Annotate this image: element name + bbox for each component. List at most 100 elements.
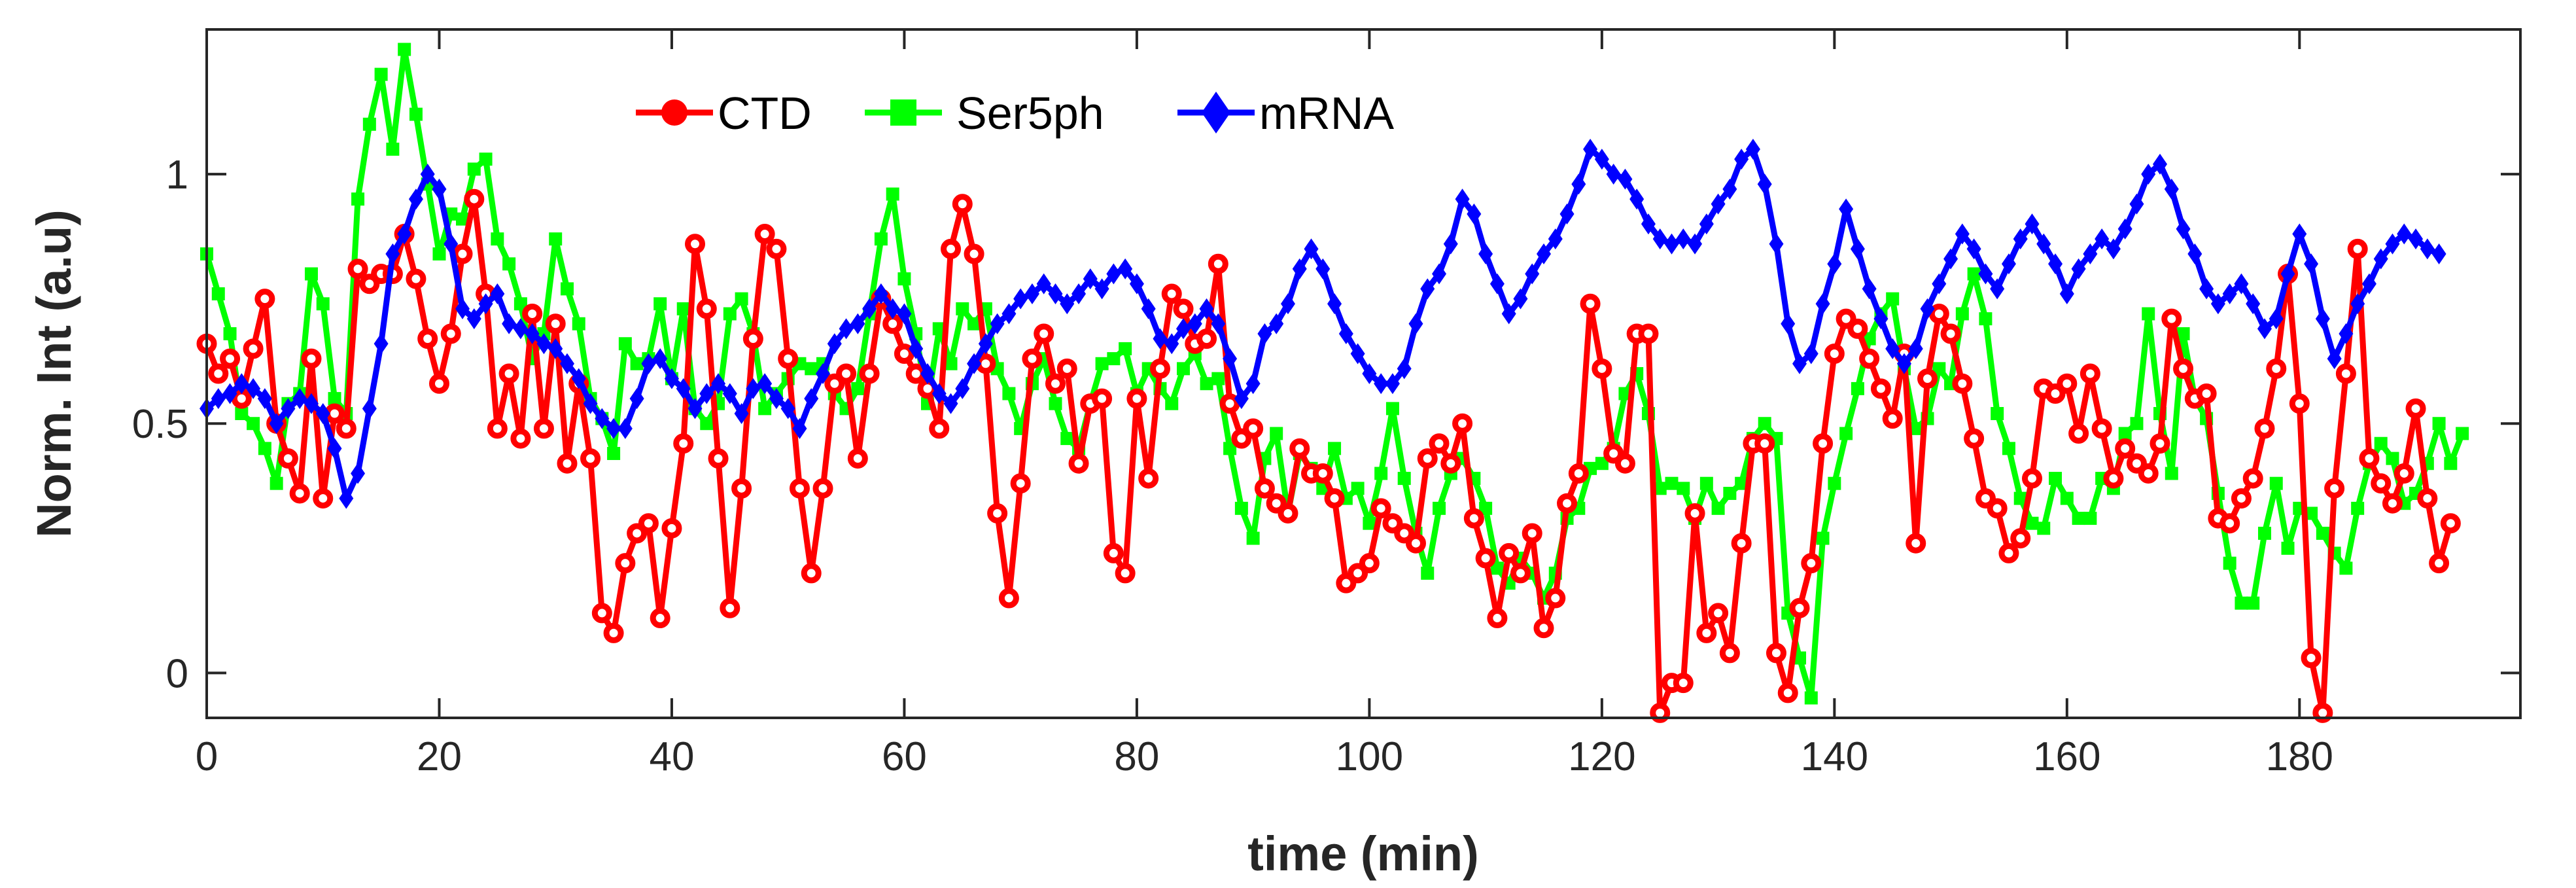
data-point-ser5ph bbox=[386, 142, 400, 156]
legend-label-ser5ph: Ser5ph bbox=[956, 88, 1104, 139]
data-point-mrna bbox=[2153, 153, 2168, 175]
data-point-mrna bbox=[1932, 273, 1947, 294]
data-point-ctd bbox=[603, 622, 624, 643]
data-point-mrna bbox=[408, 188, 423, 210]
data-point-mrna bbox=[327, 438, 342, 459]
data-point-mrna bbox=[502, 313, 517, 334]
data-point-ctd bbox=[487, 418, 508, 439]
data-point-mrna bbox=[2036, 233, 2051, 255]
x-tick-label: 100 bbox=[1336, 734, 1403, 779]
data-point-mrna bbox=[1478, 243, 1493, 265]
data-point-ctd bbox=[1673, 673, 1694, 694]
data-point-mrna bbox=[1873, 308, 1888, 330]
data-point-ser5ph bbox=[2118, 427, 2132, 440]
data-point-ctd bbox=[2231, 488, 2252, 509]
data-point-mrna bbox=[990, 313, 1005, 334]
data-point-mrna bbox=[2083, 243, 2098, 265]
data-point-ser5ph bbox=[1490, 561, 1504, 575]
data-point-mrna bbox=[792, 417, 807, 439]
data-point-mrna bbox=[1327, 293, 1342, 315]
data-point-ctd bbox=[1010, 473, 1031, 494]
data-point-ctd bbox=[1405, 533, 1426, 554]
data-point-mrna bbox=[1408, 313, 1423, 334]
data-point-mrna bbox=[1036, 273, 1051, 294]
data-point-mrna bbox=[2048, 253, 2063, 275]
data-point-ctd bbox=[2440, 513, 2461, 534]
data-point-mrna bbox=[2409, 228, 2424, 250]
data-point-ctd bbox=[2010, 528, 2031, 549]
data-point-ctd bbox=[359, 274, 380, 294]
data-point-mrna bbox=[1978, 263, 1993, 285]
data-point-mrna bbox=[2129, 193, 2144, 215]
data-point-ctd bbox=[2138, 463, 2159, 484]
legend-background bbox=[628, 75, 1472, 147]
data-point-mrna bbox=[2246, 293, 2261, 315]
data-point-mrna bbox=[1781, 313, 1796, 334]
data-point-mrna bbox=[1176, 318, 1191, 340]
data-point-mrna bbox=[618, 417, 633, 439]
data-point-ctd bbox=[2021, 468, 2042, 489]
data-point-mrna bbox=[1362, 363, 1377, 384]
data-point-mrna bbox=[2339, 323, 2354, 345]
data-point-ctd bbox=[452, 243, 473, 264]
data-point-ctd bbox=[1092, 388, 1113, 409]
data-point-ctd bbox=[2126, 453, 2147, 474]
data-point-ser5ph bbox=[351, 192, 365, 206]
data-point-ser5ph bbox=[1397, 472, 1411, 486]
data-point-mrna bbox=[1467, 204, 1482, 225]
data-point-ctd bbox=[1533, 618, 1554, 639]
data-point-mrna bbox=[1153, 328, 1168, 349]
data-point-ser5ph bbox=[1793, 651, 1807, 665]
data-point-ser5ph bbox=[1060, 432, 1074, 446]
data-point-mrna bbox=[606, 417, 621, 439]
data-point-ser5ph bbox=[1839, 427, 1853, 440]
data-point-mrna bbox=[967, 353, 982, 374]
data-point-mrna bbox=[583, 393, 598, 414]
data-point-ctd bbox=[812, 478, 833, 499]
data-point-ser5ph bbox=[2130, 417, 2144, 431]
data-point-mrna bbox=[559, 353, 574, 374]
data-point-ser5ph bbox=[2025, 516, 2039, 530]
data-point-ctd bbox=[894, 344, 914, 364]
data-point-mrna bbox=[920, 363, 935, 384]
data-point-ctd bbox=[766, 238, 787, 259]
data-point-mrna bbox=[444, 233, 459, 255]
data-point-mrna bbox=[827, 333, 842, 355]
data-point-ctd bbox=[2219, 513, 2240, 534]
data-point-ser5ph bbox=[409, 107, 423, 121]
data-point-mrna bbox=[2397, 223, 2412, 245]
data-point-mrna bbox=[676, 378, 691, 399]
data-point-mrna bbox=[757, 373, 773, 395]
data-point-ser5ph bbox=[2049, 472, 2063, 486]
data-point-ctd bbox=[1603, 443, 1624, 464]
data-point-ctd bbox=[1882, 408, 1903, 429]
data-point-ctd bbox=[1278, 503, 1298, 524]
data-point-mrna bbox=[2420, 238, 2435, 260]
data-point-ser5ph bbox=[1211, 372, 1225, 385]
data-point-ctd bbox=[1115, 563, 1136, 584]
data-point-ser5ph bbox=[549, 232, 563, 246]
data-point-ser5ph bbox=[2176, 327, 2190, 341]
data-point-ctd bbox=[1173, 298, 1194, 319]
data-point-ctd bbox=[1289, 438, 1310, 459]
data-point-ctd bbox=[2196, 383, 2217, 404]
data-point-ctd bbox=[2161, 308, 2182, 329]
x-tick-label: 80 bbox=[1114, 734, 1159, 779]
x-tick-label: 140 bbox=[1801, 734, 1868, 779]
data-point-ctd bbox=[1161, 283, 1182, 304]
data-point-ctd bbox=[685, 234, 706, 255]
data-point-mrna bbox=[2001, 253, 2016, 275]
data-point-mrna bbox=[722, 383, 737, 404]
data-point-mrna bbox=[769, 388, 784, 410]
data-point-ctd bbox=[661, 518, 682, 539]
data-point-mrna bbox=[816, 363, 831, 384]
data-point-ctd bbox=[650, 608, 670, 629]
data-point-ser5ph bbox=[1699, 476, 1713, 490]
data-point-mrna bbox=[1803, 343, 1819, 364]
data-point-mrna bbox=[931, 383, 947, 404]
data-point-ser5ph bbox=[1932, 362, 1946, 376]
data-point-ctd bbox=[1766, 643, 1786, 664]
data-point-ctd bbox=[1219, 393, 1240, 414]
data-point-ser5ph bbox=[1967, 267, 1981, 281]
data-point-ser5ph bbox=[1653, 482, 1667, 495]
